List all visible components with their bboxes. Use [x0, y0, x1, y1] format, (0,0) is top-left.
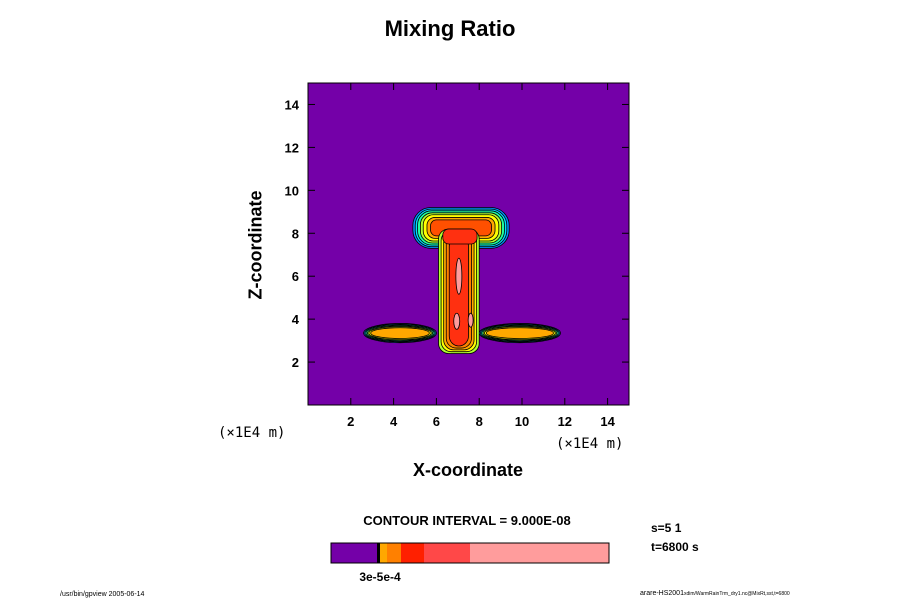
inner-core-low: [453, 312, 461, 330]
colorbar-segment: [331, 543, 377, 563]
y-tick-label: 4: [292, 312, 300, 327]
y-axis-ticks: 2 4 6 8 10 12 14: [285, 97, 629, 370]
x-tick-label: 10: [515, 414, 529, 429]
footer-left: /usr/bin/gpview 2005-06-14: [60, 591, 145, 598]
footer-right-small: xdim/WarmRainTrm_dry1.nc@MixRt,sst,t=680…: [683, 591, 790, 597]
colorbar-segment: [470, 543, 609, 563]
colorbar-frame: [330, 542, 610, 564]
colorbar: 3e-5e-4: [330, 542, 610, 584]
inner-core: [455, 257, 463, 295]
footer-right: arare-HS2001xdim/WarmRainTrm_dry1.nc@Mix…: [640, 590, 790, 597]
x-tick-label: 14: [600, 414, 615, 429]
y-tick-label: 6: [292, 269, 299, 284]
x-tick-label: 12: [558, 414, 572, 429]
y-tick-label: 8: [292, 226, 299, 241]
anvil-core: [442, 228, 478, 245]
colorbar-segment: [377, 543, 380, 563]
x-axis-label: X-coordinate: [412, 460, 524, 480]
y-tick-label: 10: [285, 183, 299, 198]
colorbar-segment: [424, 543, 470, 563]
outflow-left-band: [370, 327, 430, 339]
colorbar-segment: [387, 543, 401, 563]
x-tick-label: 4: [390, 414, 398, 429]
y-axis-label: Z-coordinate: [245, 190, 266, 300]
footer-right-main: arare-HS2001: [640, 590, 684, 597]
x-axis-ticks: 2 4 6 8 10 12 14: [347, 83, 616, 429]
contour-interval-label: CONTOUR INTERVAL = 9.000E-08: [363, 513, 571, 528]
x-tick-label: 2: [347, 414, 354, 429]
y-tick-label: 14: [285, 97, 300, 112]
x-axis-unit: (×1E4 m): [556, 436, 624, 452]
inner-core-low-right: [467, 312, 474, 328]
colorbar-tick-label: 3e-5e-4: [359, 570, 401, 584]
info-line-2: t=6800 s: [651, 540, 699, 554]
x-tick-label: 8: [476, 414, 483, 429]
chart-title: Mixing Ratio: [384, 16, 516, 41]
y-tick-label: 2: [292, 355, 299, 370]
colorbar-segment: [380, 543, 387, 563]
y-axis-unit: (×1E4 m): [218, 425, 286, 441]
info-line-1: s=5 1: [651, 521, 682, 535]
outflow-right-band: [485, 327, 554, 339]
y-tick-label: 12: [285, 140, 299, 155]
colorbar-segment: [401, 543, 424, 563]
x-tick-label: 6: [433, 414, 440, 429]
plot-frame: [307, 82, 630, 406]
mixing-ratio-field: [363, 207, 561, 354]
